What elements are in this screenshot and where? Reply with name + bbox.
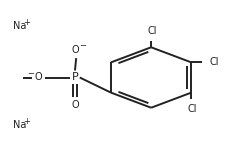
Text: Cl: Cl (148, 26, 157, 36)
Text: Cl: Cl (209, 57, 219, 67)
Text: −: − (27, 69, 35, 78)
Text: −: − (79, 41, 86, 50)
Text: O: O (71, 45, 79, 55)
Text: +: + (24, 18, 30, 27)
Text: Na: Na (13, 21, 26, 31)
Text: Cl: Cl (188, 104, 197, 114)
Text: O: O (71, 100, 79, 110)
Text: P: P (72, 73, 78, 82)
Text: O: O (35, 73, 42, 82)
Text: +: + (24, 117, 30, 126)
Text: Na: Na (13, 120, 26, 130)
